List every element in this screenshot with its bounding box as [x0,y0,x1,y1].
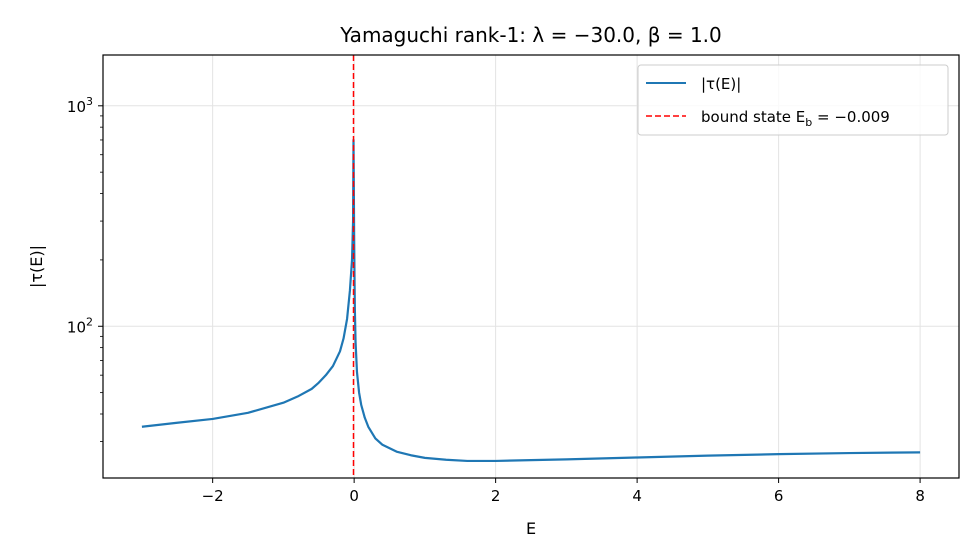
chart-title: Yamaguchi rank-1: λ = −30.0, β = 1.0 [339,23,722,47]
legend-label-tau: |τ(E)| [701,75,741,93]
legend-label-bound-state: bound state Eb = −0.009 [701,108,890,129]
y-tick-label: 103 [67,95,93,116]
series-layer [141,55,921,478]
x-tick-label: 0 [349,487,359,505]
plot-frame [102,54,960,479]
tau-series-line [141,138,921,463]
y-tick-exponent: 3 [86,95,93,108]
x-tick-label: 8 [915,487,925,505]
x-tick-label: 6 [774,487,784,505]
legend-box [637,64,949,136]
y-tick-base: 10 [67,318,86,336]
y-axis-label: |τ(E)| [27,245,46,288]
y-tick-exponent: 2 [86,315,93,328]
legend-label-bound-state-sub: b [805,116,812,129]
y-tick-base: 10 [67,98,86,116]
legend: |τ(E)| bound state Eb = −0.009 [637,64,949,136]
x-axis-label: E [526,519,536,538]
x-tick-label: 2 [491,487,501,505]
x-tick-label: 4 [632,487,642,505]
legend-label-bound-state-main: bound state E [701,108,805,126]
x-tick-label: −2 [202,487,224,505]
legend-label-bound-state-tail: = −0.009 [812,108,890,126]
y-tick-label: 102 [67,315,93,336]
